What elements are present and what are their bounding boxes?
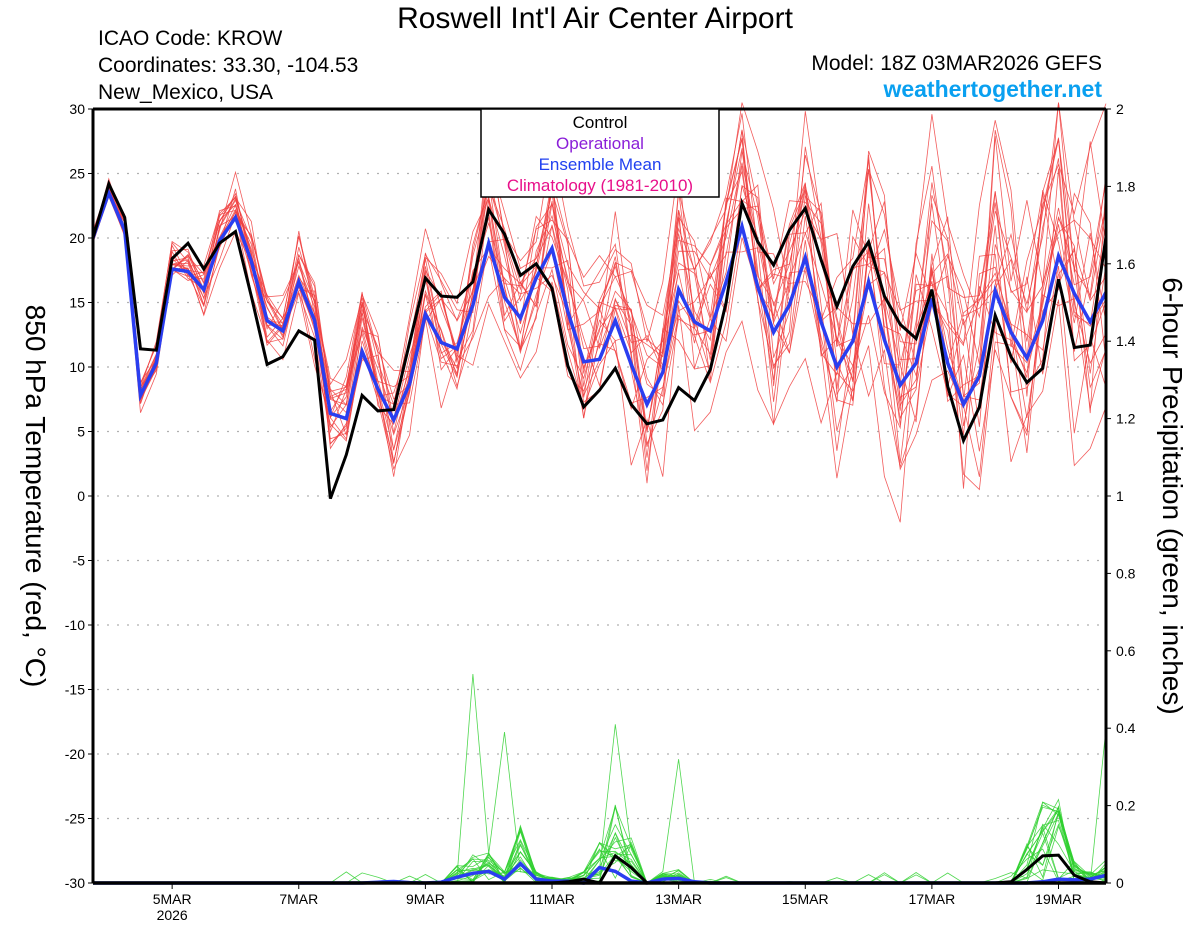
legend-ensemble-mean: Ensemble Mean: [539, 155, 662, 174]
y2-tick-label: 1.2: [1116, 411, 1136, 427]
legend: Control Operational Ensemble Mean Climat…: [480, 108, 720, 198]
x-tick-label: 19MAR: [1035, 891, 1082, 907]
y2-tick-label: 0.2: [1116, 798, 1136, 814]
y2-tick-label: 0.8: [1116, 565, 1136, 581]
legend-control: Control: [573, 113, 628, 132]
y-tick-label: -10: [65, 617, 85, 633]
y2-tick-label: 2: [1116, 101, 1124, 117]
y-tick-label: 10: [69, 359, 85, 375]
y-tick-label: 5: [77, 424, 85, 440]
legend-climatology: Climatology (1981-2010): [507, 176, 693, 195]
temperature-member-line: [92, 170, 1107, 464]
y-tick-label: 25: [69, 166, 85, 182]
x-tick-label: 15MAR: [782, 891, 829, 907]
precipitation-member-line: [93, 724, 1107, 884]
y2-tick-label: 1.4: [1116, 333, 1136, 349]
y-tick-label: -15: [65, 682, 85, 698]
y2-tick-label: 0.6: [1116, 643, 1136, 659]
temperature-member-line: [92, 138, 1107, 427]
temperature-member-line: [92, 165, 1107, 489]
temperature-member-line: [92, 192, 1107, 477]
legend-box: [480, 108, 720, 198]
icao-code: ICAO Code: KROW: [98, 27, 283, 50]
y-tick-label: -20: [65, 746, 85, 762]
y2-tick-label: 0.4: [1116, 720, 1136, 736]
y-tick-label: 20: [69, 230, 85, 246]
y-tick-label: -30: [65, 875, 85, 891]
x-tick-label: 5MAR: [153, 891, 192, 907]
site-link[interactable]: weathertogether.net: [883, 76, 1102, 102]
temperature-member-line: [92, 129, 1107, 431]
x-tick-label: 7MAR: [279, 891, 318, 907]
y2-tick-label: 1.8: [1116, 178, 1136, 194]
coordinates: Coordinates: 33.30, -104.53: [98, 54, 359, 77]
precipitation-member-line: [93, 759, 1107, 884]
legend-operational: Operational: [556, 134, 644, 153]
y-tick-label: -5: [73, 553, 86, 569]
x-tick-label: 13MAR: [655, 891, 702, 907]
precipitation-member-line: [93, 798, 1107, 884]
x-tick-label: 17MAR: [909, 891, 956, 907]
temperature-member-line: [92, 102, 1107, 406]
y2-tick-label: 1.6: [1116, 256, 1136, 272]
axes: 302520151050-5-10-15-20-25-3021.81.61.41…: [65, 101, 1136, 923]
chart-title: Roswell Int'l Air Center Airport: [397, 2, 793, 35]
x-tick-label: 11MAR: [529, 891, 575, 907]
y-tick-label: 30: [69, 101, 85, 117]
temperature-member-line: [92, 113, 1107, 433]
temperature-member-line: [92, 183, 1107, 471]
y-tick-label: -25: [65, 811, 85, 827]
y-tick-label: 15: [69, 295, 85, 311]
y-tick-label: 0: [77, 488, 85, 504]
temperature-member-line: [92, 185, 1107, 468]
precipitation-members: [93, 673, 1107, 884]
x-tick-sublabel: 2026: [157, 907, 188, 923]
x-tick-label: 9MAR: [406, 891, 445, 907]
region: New_Mexico, USA: [98, 81, 274, 104]
y2-tick-label: 0: [1116, 875, 1124, 891]
y2-tick-label: 1: [1116, 488, 1124, 504]
model-run: Model: 18Z 03MAR2026 GEFS: [811, 52, 1102, 75]
